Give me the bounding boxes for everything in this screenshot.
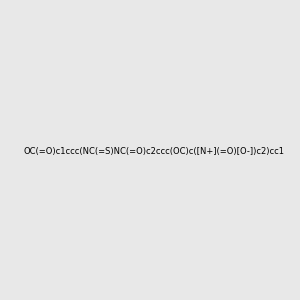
Text: OC(=O)c1ccc(NC(=S)NC(=O)c2ccc(OC)c([N+](=O)[O-])c2)cc1: OC(=O)c1ccc(NC(=S)NC(=O)c2ccc(OC)c([N+](… xyxy=(23,147,284,156)
